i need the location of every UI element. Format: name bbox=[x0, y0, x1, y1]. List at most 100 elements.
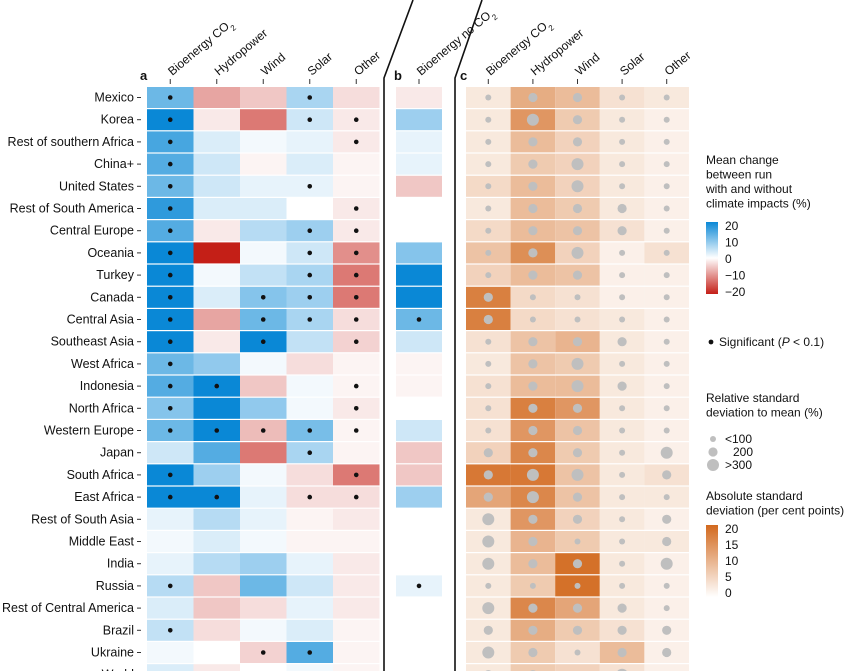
sd-circle bbox=[663, 183, 670, 190]
sd-circle bbox=[571, 158, 584, 171]
sd-circle bbox=[529, 294, 536, 301]
sd-circle bbox=[528, 226, 538, 236]
sd-circle bbox=[528, 559, 538, 569]
cell-b-japan bbox=[396, 442, 442, 464]
sig-dot bbox=[416, 317, 422, 322]
sd-circle bbox=[663, 294, 670, 301]
row-label-western-europe: Western Europe bbox=[44, 424, 134, 438]
sd-circle bbox=[619, 516, 626, 523]
cell-a-japan-other bbox=[333, 442, 380, 464]
sd-circle bbox=[528, 203, 538, 214]
sd-circle bbox=[485, 161, 492, 168]
cell-b-korea bbox=[396, 109, 442, 131]
legend-rel-title: Relative standard bbox=[706, 391, 799, 405]
cell-a-china-hydropower bbox=[193, 153, 240, 175]
cell-b-india bbox=[396, 553, 442, 575]
sig-dot bbox=[353, 494, 359, 500]
row-label-indonesia: Indonesia bbox=[80, 379, 134, 393]
legend-rel-circle bbox=[710, 436, 716, 442]
sd-circle bbox=[619, 183, 626, 190]
sd-circle bbox=[663, 383, 670, 390]
legend-rel-title: deviation to mean (%) bbox=[706, 406, 823, 420]
cell-a-north-africa-solar bbox=[286, 397, 333, 419]
sig-dot bbox=[353, 295, 359, 300]
sd-circle bbox=[574, 538, 581, 545]
cell-a-middle-east-hydropower bbox=[193, 531, 240, 552]
sig-dot bbox=[307, 450, 313, 456]
sig-dot bbox=[167, 250, 173, 256]
sd-circle bbox=[662, 514, 672, 524]
sd-circle bbox=[482, 557, 495, 570]
row-label-japan: Japan bbox=[100, 446, 134, 460]
cell-a-canada-hydropower bbox=[193, 286, 240, 308]
sig-dot bbox=[353, 272, 359, 278]
row-label-korea: Korea bbox=[101, 113, 134, 127]
row-label-southeast-asia: Southeast Asia bbox=[51, 335, 134, 349]
sig-dot bbox=[167, 295, 173, 300]
cell-b-china bbox=[396, 153, 442, 175]
cell-a-middle-east-wind bbox=[240, 531, 287, 552]
sig-dot bbox=[167, 583, 173, 589]
row-label-turkey: Turkey bbox=[96, 268, 134, 282]
cell-a-north-africa-hydropower bbox=[193, 397, 240, 419]
cell-b-rest-of-south-asia bbox=[396, 508, 442, 530]
sd-circle bbox=[485, 427, 492, 434]
legend-mean-tick: −10 bbox=[725, 269, 746, 283]
sd-circle bbox=[663, 405, 670, 412]
cell-a-india-wind bbox=[240, 553, 287, 575]
sig-dot bbox=[307, 272, 313, 278]
legend-abs-tick: 10 bbox=[725, 554, 739, 568]
cell-a-south-africa-wind bbox=[240, 464, 287, 486]
sig-dot bbox=[353, 117, 359, 122]
sd-circle bbox=[572, 559, 583, 569]
row-label-east-africa: East Africa bbox=[74, 490, 134, 504]
cell-a-korea-hydropower bbox=[193, 109, 240, 131]
row-label-mexico: Mexico bbox=[94, 91, 134, 105]
legend-abs-colorbar bbox=[706, 525, 718, 597]
cell-a-south-africa-solar bbox=[286, 464, 333, 486]
sig-dot bbox=[167, 494, 173, 500]
cell-a-brazil-solar bbox=[286, 619, 333, 641]
sd-circle bbox=[662, 625, 672, 635]
cell-b-south-africa bbox=[396, 464, 442, 486]
sd-circle bbox=[619, 360, 626, 367]
cell-a-united-states-wind bbox=[240, 175, 287, 197]
cell-b-west-africa bbox=[396, 353, 442, 375]
row-label-rest-of-south-america: Rest of South America bbox=[10, 202, 134, 216]
legend-mean-tick: −20 bbox=[725, 285, 746, 299]
sd-circle bbox=[528, 603, 538, 613]
sig-dot bbox=[167, 161, 173, 167]
sd-circle bbox=[528, 514, 538, 524]
sig-dot bbox=[260, 317, 266, 322]
cell-a-brazil-other bbox=[333, 619, 380, 641]
cell-a-mexico-wind bbox=[240, 87, 287, 108]
sd-circle bbox=[485, 205, 492, 212]
row-label-rest-of-southern-africa: Rest of southern Africa bbox=[8, 135, 135, 149]
panel-b-label: b bbox=[394, 68, 402, 83]
row-label-middle-east: Middle East bbox=[69, 535, 135, 549]
legend-rel-item: 200 bbox=[733, 445, 753, 459]
sd-circle bbox=[574, 316, 581, 323]
cell-a-rest-of-south-asia-bioenergy-co bbox=[147, 508, 194, 530]
sd-circle bbox=[572, 448, 583, 458]
sig-dot bbox=[167, 272, 173, 278]
sd-circle bbox=[662, 470, 672, 480]
sd-circle bbox=[619, 560, 626, 567]
sig-dot bbox=[307, 494, 313, 500]
row-label-oceania: Oceania bbox=[87, 246, 134, 260]
sd-circle bbox=[663, 249, 670, 256]
sig-dot bbox=[260, 295, 266, 300]
cell-b-rest-of-southern-africa bbox=[396, 131, 442, 153]
sd-circle bbox=[619, 161, 626, 168]
cell-b-ukraine bbox=[396, 642, 442, 663]
cell-a-rest-of-south-america-hydropower bbox=[193, 198, 240, 219]
row-labels: Mexico Korea Rest of southern Africa China+… bbox=[2, 91, 141, 671]
cell-a-west-africa-solar bbox=[286, 353, 333, 375]
legend-mean-title: climate impacts (%) bbox=[706, 197, 811, 211]
cell-a-japan-wind bbox=[240, 442, 287, 464]
cell-a-west-africa-wind bbox=[240, 353, 287, 375]
sd-circle bbox=[663, 494, 670, 501]
sig-dot bbox=[260, 650, 266, 655]
cell-a-rest-of-central-america-hydropower bbox=[193, 597, 240, 619]
